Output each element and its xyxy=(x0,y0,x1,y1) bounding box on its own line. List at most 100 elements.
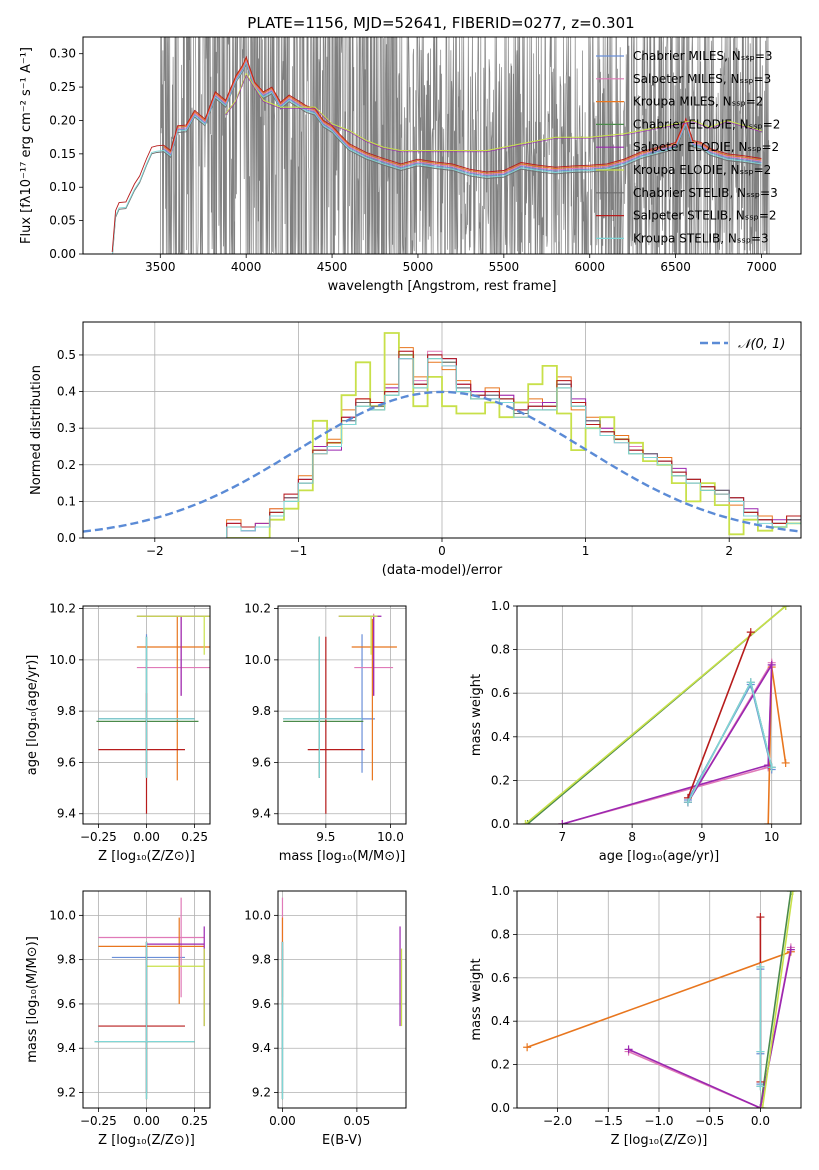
age_vs_mass-ytick-label: 9.4 xyxy=(252,807,271,821)
weight-marker xyxy=(786,945,795,954)
age_vs_Z-xtick-label: −0.25 xyxy=(80,830,117,844)
age_vs_Z-xtick-label: 0.25 xyxy=(181,830,208,844)
age_vs_Z-xlabel: Z [log₁₀(Z/Z⊙)] xyxy=(98,849,195,864)
weight_vs_Z-xtick-label: −0.5 xyxy=(695,1114,724,1128)
legend-label: Salpeter STELIB, Nₛₛₚ=2 xyxy=(633,209,777,223)
residuals-xlabel: (data-model)/error xyxy=(382,563,503,578)
spectrum-frame xyxy=(82,36,802,255)
weight_vs_age-xtick-label: 9 xyxy=(698,830,706,844)
spectrum-ytick-label: 0.00 xyxy=(49,247,76,261)
legend-label: Salpeter ELODIE, Nₛₛₚ=2 xyxy=(633,140,779,154)
spectrum-elodie-curve xyxy=(225,72,762,151)
mass_vs_Z-plot-area xyxy=(94,897,205,1100)
weight-marker xyxy=(758,1104,767,1108)
spectrum-model-curve xyxy=(112,61,762,254)
residuals-ytick-label: 0.2 xyxy=(57,458,76,472)
spectrum-xtick-label: 5000 xyxy=(403,260,434,274)
weight_vs_age-xtick-label: 8 xyxy=(628,830,636,844)
legend-label: Chabrier ELODIE, Nₛₛₚ=2 xyxy=(633,117,780,131)
spectrum-xtick-label: 3500 xyxy=(145,260,176,274)
spectrum-ytick-label: 0.10 xyxy=(49,180,76,194)
spectrum-panel: 3500 4000 4500 5000 5500 6000 6500 7000 0.00 0.05… xyxy=(19,36,802,294)
mass_vs_Z-ytick-label: 9.4 xyxy=(57,1041,76,1055)
mass_vs_Z-xtick-label: 0.00 xyxy=(133,1114,160,1128)
weight-line xyxy=(526,951,792,1048)
weight-marker xyxy=(756,1047,765,1056)
weight-marker xyxy=(781,758,790,767)
weight-marker xyxy=(786,891,795,895)
residuals-xtick-label: 1 xyxy=(582,544,590,558)
age_vs_mass-ytick-label: 9.6 xyxy=(252,755,271,769)
legend-label: Chabrier STELIB, Nₛₛₚ=3 xyxy=(633,186,778,200)
age_vs_mass-panel: 9.5 10.0 9.4 9.6 9.8 10.0 10.2 mass [log₁₀(M/M⊙… xyxy=(244,602,407,864)
residuals-plot-area xyxy=(83,332,801,538)
weight_vs_age-plot-area xyxy=(521,606,790,824)
mass_vs_ebv-ytick-label: 9.4 xyxy=(252,1041,271,1055)
weight_vs_Z-ytick-label: 0.4 xyxy=(491,1014,510,1028)
age_vs_mass-plot-area xyxy=(283,613,397,814)
weight-marker xyxy=(767,763,776,772)
weight_vs_age-ylabel: mass weight xyxy=(469,674,484,756)
legend-label: Kroupa STELIB, Nₛₛₚ=3 xyxy=(633,231,769,245)
age_vs_mass-xlabel: mass [log₁₀(M/M⊙)] xyxy=(279,849,406,864)
spectrum-ytick-label: 0.25 xyxy=(49,80,76,94)
mass_vs_Z-ylabel: mass [log₁₀(M/M⊙)] xyxy=(25,936,40,1063)
residuals-ytick-label: 0.3 xyxy=(57,421,76,435)
normal-curve xyxy=(83,390,801,533)
age_vs_mass-frame xyxy=(277,605,407,825)
weight_vs_Z-xtick-label: −2.0 xyxy=(543,1114,572,1128)
age_vs_Z-plot-area xyxy=(96,615,210,814)
spectrum-xtick-label: 7000 xyxy=(746,260,777,274)
age_vs_mass-ytick-label: 10.2 xyxy=(244,602,271,616)
weight_vs_age-xtick-label: 7 xyxy=(559,830,567,844)
weight_vs_Z-xtick-label: 0.0 xyxy=(751,1114,770,1128)
residuals-ylabel: Normed distribution xyxy=(29,365,44,495)
weight_vs_Z-ytick-label: 0.8 xyxy=(491,927,510,941)
residuals-xtick-label: 2 xyxy=(725,544,733,558)
spectrum-model-curve xyxy=(111,55,762,253)
spectrum-model-curve xyxy=(163,57,762,174)
weight-line xyxy=(759,891,792,1108)
spectrum-ytick-label: 0.20 xyxy=(49,113,76,127)
mass_vs_ebv-plot-area xyxy=(281,897,403,1100)
age_vs_Z-ytick-label: 9.4 xyxy=(57,807,76,821)
legend-label: Salpeter MILES, Nₛₛₚ=3 xyxy=(633,72,771,86)
spectrum-xlabel: wavelength [Angstrom, rest frame] xyxy=(328,279,557,294)
weight-line xyxy=(562,659,773,824)
weight_vs_age-xlabel: age [log₁₀(age/yr)] xyxy=(599,849,720,864)
mass_vs_ebv-xtick-label: 0.00 xyxy=(269,1114,296,1128)
weight-marker xyxy=(523,1043,532,1052)
weight_vs_Z-ytick-label: 0.0 xyxy=(491,1101,510,1115)
mass_vs_ebv-ytick-label: 9.6 xyxy=(252,997,271,1011)
spectrum-xtick-label: 6500 xyxy=(660,260,691,274)
weight-marker xyxy=(767,660,776,669)
weight-marker xyxy=(756,913,765,922)
weight_vs_Z-plot-area xyxy=(523,891,797,1108)
age_vs_mass-xtick-label: 10.0 xyxy=(377,830,404,844)
weight-marker xyxy=(788,891,797,895)
histogram-series xyxy=(226,332,801,538)
weight-marker xyxy=(746,628,755,637)
mass_vs_Z-ytick-label: 9.8 xyxy=(57,953,76,967)
weight-marker xyxy=(624,1045,633,1054)
weight-marker xyxy=(756,1082,765,1091)
residuals-xtick-label: 0 xyxy=(438,544,446,558)
spectrum-xtick-label: 5500 xyxy=(489,260,520,274)
mass_vs_ebv-ytick-label: 9.2 xyxy=(252,1086,271,1100)
spectrum-elodie-curve xyxy=(225,74,762,153)
age_vs_mass-ytick-label: 9.8 xyxy=(252,704,271,718)
mass_vs_ebv-frame xyxy=(277,890,407,1109)
spectrum-plot-area xyxy=(111,37,770,254)
legend-label: 𝒩(0, 1) xyxy=(738,337,785,352)
weight_vs_age-ytick-label: 1.0 xyxy=(491,599,510,613)
residuals-xtick-label: −2 xyxy=(146,544,164,558)
mass_vs_ebv-ytick-label: 9.8 xyxy=(252,953,271,967)
spectrum-ylabel: Flux [fλ10⁻¹⁷ erg cm⁻² s⁻¹ A⁻¹] xyxy=(19,47,34,244)
spectrum-ytick-label: 0.15 xyxy=(49,147,76,161)
weight-marker xyxy=(756,962,765,971)
mass_vs_ebv-panel: 0.00 0.05 9.2 9.4 9.6 9.8 10.0 E(B-V) xyxy=(244,890,407,1148)
spectrum-xtick-label: 6000 xyxy=(574,260,605,274)
spectrum-observed-data xyxy=(159,37,770,254)
spectrum-model-curve xyxy=(163,58,762,175)
